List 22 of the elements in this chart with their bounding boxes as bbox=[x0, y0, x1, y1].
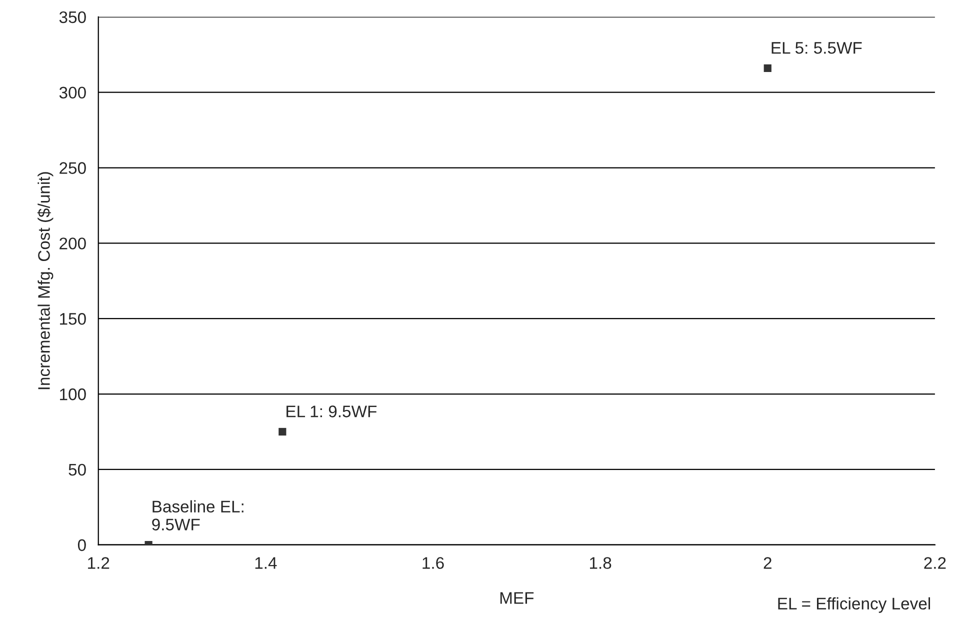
annotation: EL 5: 5.5WF bbox=[772, 42, 862, 54]
y-tick-label: 150 bbox=[60, 313, 86, 325]
y-tick-label: 300 bbox=[59, 86, 86, 99]
y-tick-label: 250 bbox=[60, 162, 86, 174]
annotation: EL 1: 9.5WF bbox=[286, 406, 377, 418]
y-tick-label: 350 bbox=[59, 11, 86, 24]
annotation: Baseline EL: 9.5WF bbox=[152, 500, 244, 530]
point bbox=[764, 64, 772, 72]
y-tick-label: 50 bbox=[68, 464, 86, 476]
x-tick-label: 2.2 bbox=[924, 557, 946, 569]
x-tick-label: 1.8 bbox=[590, 557, 612, 569]
y-tick-label: 100 bbox=[60, 388, 86, 400]
x-tick-label: 1.4 bbox=[255, 557, 277, 569]
x-tick-label: 1.6 bbox=[422, 557, 444, 569]
x-tick-label: 1.2 bbox=[88, 557, 110, 569]
x-axis-title: MEF bbox=[500, 592, 534, 604]
y-tick-label: 0 bbox=[78, 539, 86, 552]
y-tick-label: 200 bbox=[60, 238, 86, 250]
x-tick-label: 2 bbox=[764, 557, 772, 569]
text: EL = Efficiency Level bbox=[778, 597, 930, 613]
point bbox=[278, 428, 286, 436]
y-axis-title: Incremental Mfg. Cost ($/unit) bbox=[37, 172, 54, 390]
